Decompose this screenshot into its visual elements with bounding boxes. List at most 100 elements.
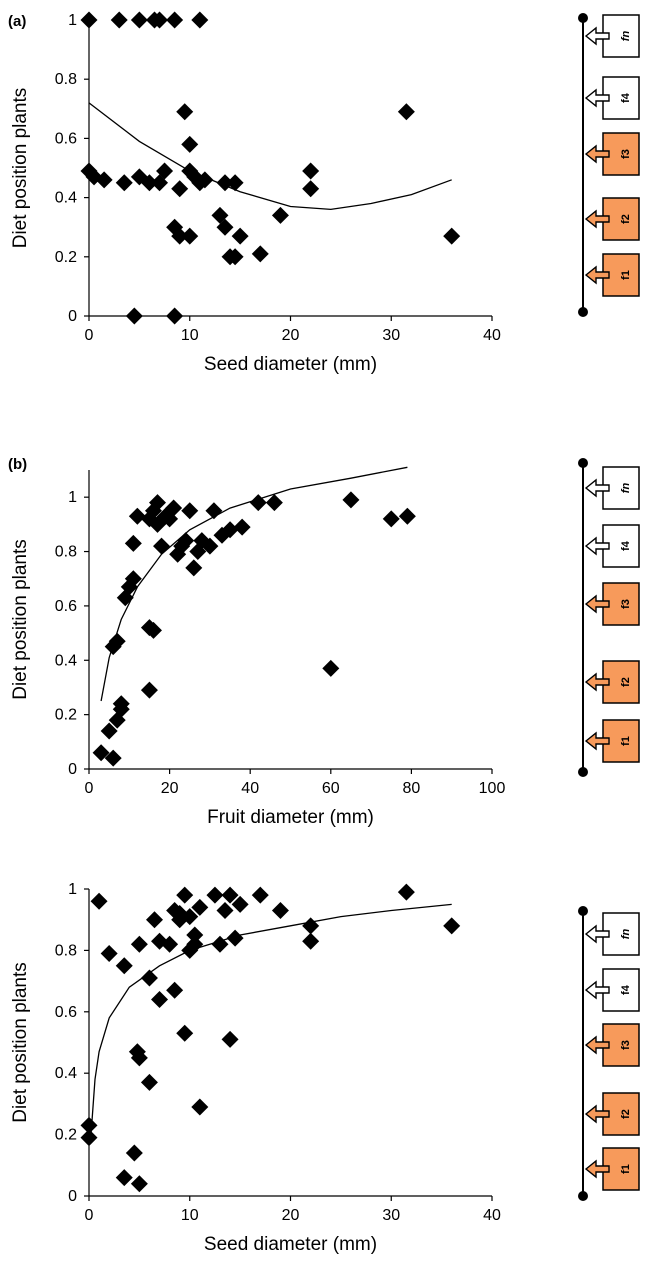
data-point [95,171,113,189]
data-point [176,886,194,904]
data-point [108,632,126,650]
y-tick-label: 0.4 [55,190,77,207]
data-point [226,248,244,266]
y-tick-label: 0.2 [55,707,77,724]
data-point [181,227,199,245]
x-axis-title: Seed diameter (mm) [204,354,377,375]
chart-panel-3: 0 10 20 30 40 0 0.2 0.4 0.6 0.8 1 Seed diameter (mm… [10,881,640,1255]
data-point [130,11,148,29]
food-chain-label: f4 [620,92,632,103]
food-chain-diagram: fn f4 f3 f2 f1 [578,13,640,317]
x-tick-label: 20 [161,780,179,797]
data-point [124,570,142,588]
axis-node-icon [578,458,588,468]
axis-node-icon [578,767,588,777]
arrow-icon [584,594,610,614]
data-point [186,926,204,944]
data-point [92,744,110,762]
food-chain-label: f3 [620,599,632,609]
data-point [100,722,118,740]
data-point [116,589,134,607]
x-tick-label: 10 [181,327,199,344]
x-tick-label: 0 [85,327,94,344]
x-tick-label: 80 [403,780,421,797]
data-point [226,174,244,192]
data-point [211,935,229,953]
data-point [145,911,163,929]
data-point [443,917,461,935]
x-tick-label: 0 [85,1207,94,1224]
y-tick-label: 0.6 [55,130,77,147]
y-axis-title: Diet position plants [10,962,31,1123]
data-point [115,174,133,192]
trend-curve [88,102,452,211]
arrow-icon [584,672,610,692]
arrow-icon [584,265,610,285]
data-point [80,1129,98,1147]
data-point [161,935,179,953]
arrow-icon [584,88,610,108]
data-point [161,510,179,528]
arrow-icon [584,26,610,46]
data-point [265,494,283,512]
data-point [115,1169,133,1187]
data-point [140,1073,158,1091]
food-chain-label: f4 [620,540,632,551]
arrow-icon [584,1104,610,1124]
data-point [191,1098,209,1116]
panel-label: (a) [8,13,26,30]
data-point [171,180,189,198]
chart-panel-2: (b) 0 20 40 60 80 100 0 0.2 0.4 0.6 0.8 1 Fruit diame… [8,456,640,828]
data-point [302,180,320,198]
y-tick-label: 0 [68,1188,77,1205]
data-point [201,537,219,555]
data-point [216,218,234,236]
x-tick-label: 0 [85,780,94,797]
data-point [177,532,195,550]
data-point [140,174,158,192]
data-point [231,227,249,245]
food-chain-label: f1 [620,1164,632,1174]
axis-node-icon [578,13,588,23]
data-point [231,895,249,913]
food-chain-diagram: fn f4 f3 f2 f1 [578,458,640,777]
data-point [128,507,146,525]
data-point [80,11,98,29]
data-point [100,944,118,962]
y-tick-label: 0.2 [55,249,77,266]
data-point [181,135,199,153]
axis-node-icon [578,906,588,916]
data-point [130,1175,148,1193]
data-point [80,1116,98,1134]
arrow-icon [584,144,610,164]
data-point [221,521,239,539]
x-tick-label: 10 [181,1207,199,1224]
data-point [171,227,189,245]
data-point [144,621,162,639]
data-point [443,227,461,245]
data-point [249,494,267,512]
food-chain-label: f1 [620,736,632,746]
data-point [196,171,214,189]
x-tick-label: 40 [241,780,259,797]
axis-node-icon [578,307,588,317]
data-point [124,534,142,552]
data-point [226,929,244,947]
x-tick-label: 40 [483,327,501,344]
data-point [322,659,340,677]
y-tick-label: 0.6 [55,598,77,615]
y-tick-label: 0.2 [55,1127,77,1144]
y-tick-label: 0.8 [55,71,77,88]
data-point [125,307,143,325]
arrow-icon [584,536,610,556]
data-point [165,499,183,517]
data-point [205,502,223,520]
data-point [176,103,194,121]
data-point [112,700,130,718]
y-tick-label: 1 [68,489,77,506]
x-tick-label: 20 [282,327,300,344]
y-axis-title: Diet position plants [10,88,31,249]
food-chain-label: fn [620,31,632,42]
food-chain-label: f1 [620,270,632,280]
arrow-icon [584,1159,610,1179]
